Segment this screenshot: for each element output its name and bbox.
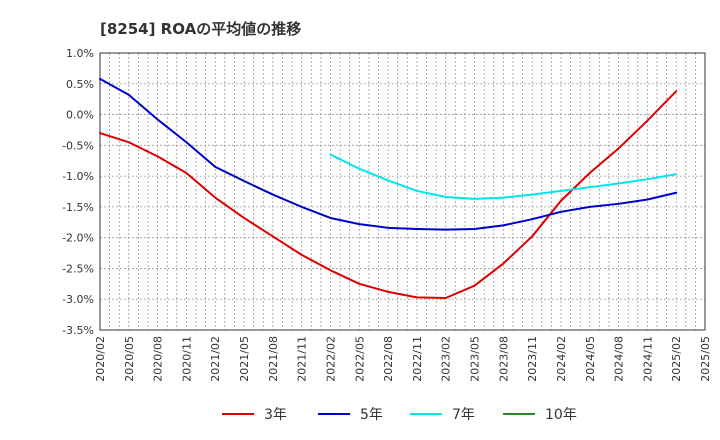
y-tick-label: -1.0% — [62, 170, 94, 183]
x-tick-label: 2022/02 — [324, 336, 337, 382]
legend-label: 5年 — [360, 407, 383, 423]
x-tick-label: 2025/05 — [699, 336, 712, 382]
x-tick-label: 2021/11 — [296, 336, 309, 382]
series-line-1 — [99, 90, 678, 299]
legend-label: 3年 — [264, 407, 287, 423]
x-tick-label: 2021/05 — [238, 336, 251, 382]
y-tick-label: -0.5% — [62, 139, 94, 152]
y-tick-label: -3.5% — [62, 324, 94, 337]
x-tick-label: 2024/05 — [584, 336, 597, 382]
x-tick-label: 2023/08 — [497, 336, 510, 382]
y-axis-ticks: 1.0% 0.5% 0.0% -0.5% -1.0% -1.5% -2.0% -2.5% -3.… — [62, 47, 94, 337]
series-line-3 — [329, 153, 678, 200]
x-tick-label: 2021/08 — [267, 336, 280, 382]
x-tick-label: 2022/05 — [353, 336, 366, 382]
x-tick-label: 2024/02 — [555, 336, 568, 382]
y-tick-label: -3.0% — [62, 293, 94, 306]
y-tick-label: 0.5% — [66, 78, 94, 91]
x-tick-label: 2020/02 — [94, 336, 107, 382]
x-tick-label: 2022/11 — [411, 336, 424, 382]
x-tick-label: 2023/02 — [440, 336, 453, 382]
series-lines — [99, 77, 678, 299]
x-tick-label: 2023/11 — [526, 336, 539, 382]
x-tick-label: 2024/08 — [613, 336, 626, 382]
x-tick-label: 2024/11 — [641, 336, 654, 382]
legend: 3年 5年 7年 10年 — [222, 407, 577, 423]
y-tick-label: 0.0% — [66, 109, 94, 122]
legend-label: 7年 — [452, 407, 475, 423]
y-tick-label: 1.0% — [66, 47, 94, 60]
plot-frame — [99, 52, 706, 331]
y-tick-label: -2.5% — [62, 262, 94, 275]
x-tick-label: 2021/02 — [209, 336, 222, 382]
x-tick-label: 2020/08 — [152, 336, 165, 382]
y-tick-label: -2.0% — [62, 232, 94, 245]
chart-title: [8254] ROAの平均値の推移 — [100, 20, 301, 38]
y-tick-label: -1.5% — [62, 201, 94, 214]
x-tick-label: 2023/05 — [469, 336, 482, 382]
x-tick-label: 2022/08 — [382, 336, 395, 382]
x-tick-label: 2020/05 — [123, 336, 136, 382]
legend-label: 10年 — [545, 407, 577, 423]
grid — [100, 53, 705, 330]
series-line-2 — [99, 77, 678, 231]
x-axis-ticks: 2020/02 2020/05 2020/08 2020/11 2021/02 2021/… — [94, 336, 712, 382]
x-tick-label: 2025/02 — [670, 336, 683, 382]
x-tick-label: 2020/11 — [180, 336, 193, 382]
